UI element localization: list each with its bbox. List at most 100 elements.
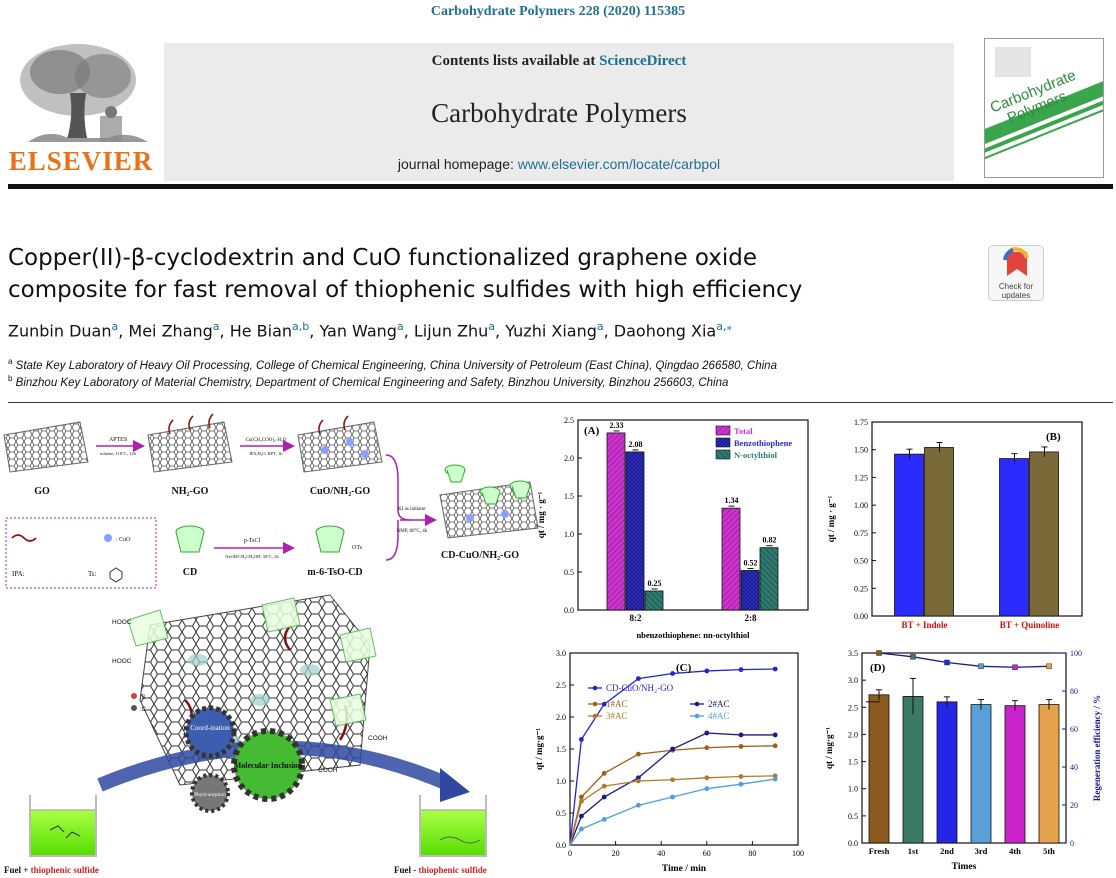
author-separator: , [309,321,320,341]
regeneration-point [1046,663,1052,670]
regeneration-point [910,654,916,660]
y-tick-label: 1.5 [848,758,858,767]
legend-marker [592,685,598,691]
author-affiliation-marker[interactable]: a [488,320,496,333]
x-tick-label: BT + Indole [902,620,948,630]
legend-marker [592,713,598,719]
label-ki: KI as initiator [398,507,426,512]
bar [902,696,924,844]
crossmark-text-1: Check for [998,282,1034,291]
y2-tick-label: 80 [1070,687,1078,696]
fuel-before-label: Fuel + thiophenic sulfide [4,865,99,875]
author-name[interactable]: Mei Zhang [128,321,213,341]
y-tick-label: 0.50 [854,557,868,566]
label-cooh-2: COOH [318,767,338,774]
x-tick-label: 5th [1043,846,1055,856]
bar [970,704,992,844]
label-cu-reagent: Cu(CH₃COO)₂·H₂O [246,438,287,443]
x-tick-label: 100 [792,849,804,858]
chart-d: 0.0 0.5 1.0 1.5 2.0 2.5 3.0 3.5 0 20 40 60 80 100 Fres… [820,645,1112,878]
author-affiliation-marker[interactable]: a,⁎ [716,320,732,333]
series-line [569,775,776,846]
sciencedirect-link[interactable]: ScienceDirect [599,53,687,69]
contents-prefix: Contents lists available at [431,53,600,69]
data-point [772,732,778,738]
regeneration-point [944,659,950,666]
author-separator: , [495,321,506,341]
author-affiliation-marker[interactable]: a [396,320,404,333]
journal-name: Carbohydrate Polymers [431,98,687,128]
author-affiliation-marker[interactable]: a,b [292,320,310,333]
y-tick-label: 1.5 [556,745,566,754]
y-tick-label: 0.0 [564,606,574,615]
y-tick-label: 0.25 [854,584,868,593]
data-label: 0.25 [648,579,662,588]
homepage-link[interactable]: www.elsevier.com/locate/carbpol [517,156,721,172]
fuel-before-suffix: thiophenic sulfide [31,865,99,875]
y-tick-label: 0.75 [854,529,868,538]
y-axis-label: qt / mg·g⁻¹ [534,728,544,770]
data-point [738,732,744,738]
fuel-before-prefix: Fuel + [4,865,31,875]
molecular-inclusion-gear-icon [231,728,305,802]
gear-coordination-label: Coord-ination [190,724,230,732]
header-rule [8,184,1113,189]
label-cu-cond: IPA,H₂O, RPT, 1h [250,451,284,457]
y2-tick-label: 20 [1070,801,1078,810]
label-go: GO [34,486,50,497]
data-point [670,671,675,676]
legend-label: Benzothiophene [734,438,792,448]
author-name[interactable]: Yuzhi Xiang [505,321,597,341]
chart-a: 0.0 0.5 1.0 1.5 2.0 2.5 8:2 2.33 2.08 0.25 2:8 1.34… [530,410,820,645]
bar [1038,704,1060,844]
legend-label: 4#AC [708,711,730,721]
data-point [601,794,607,800]
bar [644,590,664,611]
data-point [670,746,675,752]
journal-reference: Carbohydrate Polymers 228 (2020) 115385 [430,4,686,19]
legend-swatch [715,449,731,460]
data-point [579,813,584,819]
author-name[interactable]: Daohong Xia [613,321,717,341]
y-tick-label: 2.5 [564,416,574,425]
data-point [579,826,584,832]
author-name[interactable]: Yan Wang [319,321,397,341]
bar [868,694,890,844]
data-point [636,802,641,808]
bar [721,507,741,611]
legend-cu: : CuO [116,537,131,543]
bar [606,432,626,611]
legend-marker [694,701,700,707]
author-affiliation-marker[interactable]: a [212,320,220,333]
author-name[interactable]: He Bian [229,321,293,341]
data-point [704,745,710,751]
check-for-updates-badge[interactable]: Check for updates [988,245,1044,301]
author-affiliation-marker[interactable]: a [596,320,604,333]
coordination-gear-icon [183,705,237,759]
article-title: Copper(II)-β-cyclodextrin and CuO functi… [8,242,968,306]
regeneration-line [878,652,1050,668]
label-ptscl: p-TsCl [244,538,261,544]
legend-marker [592,701,598,707]
title-line-2: composite for fast removal of thiophenic… [8,277,803,303]
data-label: 1.34 [725,496,739,505]
series-line [569,732,776,846]
author-name[interactable]: Zunbin Duan [8,321,112,341]
affiliation-b: b Binzhou Key Laboratory of Material Che… [8,374,728,389]
author-separator: , [603,321,614,341]
x-tick-label: BT + Quinoline [1000,620,1059,630]
data-label: 2.08 [629,440,643,449]
author-name[interactable]: Lijun Zhu [413,321,489,341]
x-tick-label: 4th [1009,846,1021,856]
data-point [738,744,744,749]
author-affiliation-marker[interactable]: a [111,320,119,333]
beaker-before-icon [29,795,97,857]
go-sheet-icon [3,421,89,473]
plot-frame [577,419,809,611]
chart-c: 0 20 40 60 80 100 0.0 0.5 1.0 1.5 2.0 2.5 3.0 (C) CD-C… [530,645,820,878]
y-tick-label: 2.0 [556,713,566,722]
fuel-after-label: Fuel - thiophenic sulfide [394,865,487,875]
y-tick-label: 1.50 [854,446,868,455]
data-point [636,676,641,681]
publisher-wordmark: ELSEVIER [8,146,154,176]
